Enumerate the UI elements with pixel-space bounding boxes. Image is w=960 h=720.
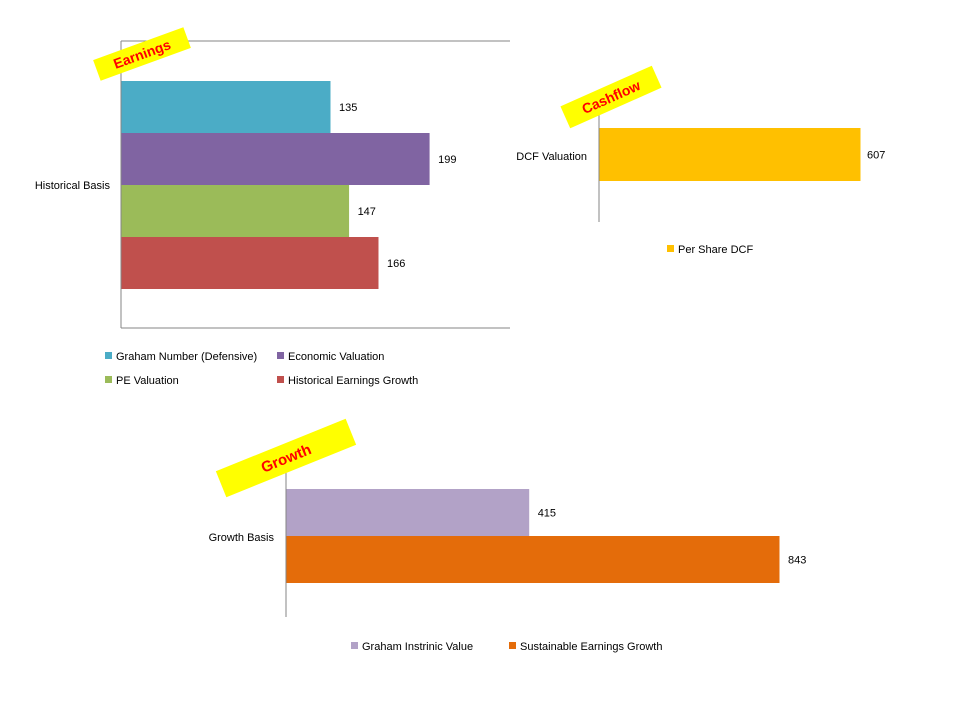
- legend-swatch: [105, 376, 112, 383]
- data-label: 199: [438, 154, 456, 166]
- data-label: 147: [358, 206, 376, 218]
- chart-earnings: Historical Basis 135 199 147 166 Graham Numbe…: [35, 27, 510, 387]
- legend-label: Per Share DCF: [678, 244, 753, 256]
- legend-label: Historical Earnings Growth: [288, 375, 418, 387]
- bar-economic-valuation: [121, 133, 430, 185]
- bar-pe-valuation: [121, 185, 350, 237]
- chart-cashflow: DCF Valuation 607 Per Share DCF Cashflow: [516, 65, 885, 256]
- data-label: 166: [387, 258, 405, 270]
- bar-graham-instrinic-value: [286, 489, 530, 536]
- category-label: DCF Valuation: [516, 151, 587, 163]
- bar-historical-earnings-growth: [121, 237, 379, 289]
- legend-label: Sustainable Earnings Growth: [520, 641, 662, 653]
- legend-label: PE Valuation: [116, 375, 179, 387]
- legend-label: Graham Number (Defensive): [116, 351, 257, 363]
- category-label: Growth Basis: [209, 532, 275, 544]
- legend-swatch: [277, 376, 284, 383]
- chart-growth: Growth Basis 415 843 Graham Instrinic Value…: [209, 418, 806, 653]
- tag-cashflow: Cashflow: [560, 65, 662, 129]
- legend-label: Graham Instrinic Value: [362, 641, 473, 653]
- tag-earnings: Earnings: [93, 27, 191, 81]
- data-label: 607: [867, 150, 885, 162]
- legend-label: Economic Valuation: [288, 351, 384, 363]
- bar-graham-number-defensive-: [121, 81, 331, 133]
- tag-label: Earnings: [111, 36, 173, 72]
- tag-background: [215, 418, 357, 498]
- bar-per-share-dcf: [599, 128, 861, 181]
- legend-swatch: [277, 352, 284, 359]
- data-label: 135: [339, 102, 357, 114]
- legend-swatch: [509, 642, 516, 649]
- tag-background: [560, 65, 662, 129]
- legend-swatch: [105, 352, 112, 359]
- bar-sustainable-earnings-growth: [286, 536, 780, 583]
- data-label: 415: [538, 508, 556, 520]
- category-label: Historical Basis: [35, 180, 111, 192]
- legend-swatch: [351, 642, 358, 649]
- legend-swatch: [667, 245, 674, 252]
- tag-background: [93, 27, 191, 81]
- data-label: 843: [788, 555, 806, 567]
